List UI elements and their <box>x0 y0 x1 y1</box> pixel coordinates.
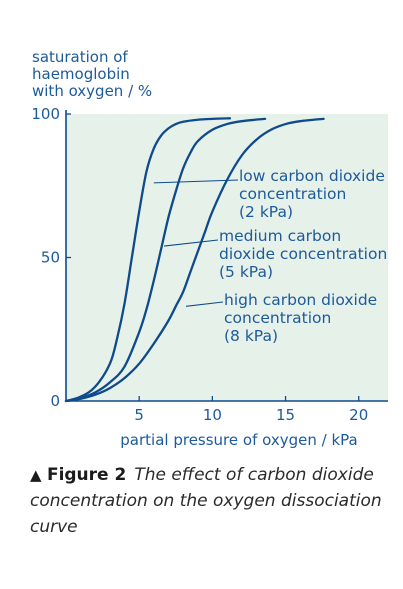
label-medium-line: medium carbon <box>219 227 341 245</box>
label-low-line: (2 kPa) <box>239 203 293 221</box>
y-axis-label-line: with oxygen / % <box>32 82 152 100</box>
figure-caption: ▲ Figure 2 The effect of carbon dioxide c… <box>30 462 390 540</box>
leader-low <box>153 179 239 184</box>
x-tick-label: 5 <box>134 406 144 424</box>
y-axis-label-line: haemoglobin <box>32 65 130 83</box>
label-high-line: (8 kPa) <box>224 327 278 345</box>
y-tick-label: 50 <box>41 249 60 267</box>
tick-labels: 5 10 15 20 0 50 100 <box>31 105 368 424</box>
label-low-line: low carbon dioxide <box>239 167 385 185</box>
label-high-line: high carbon dioxide <box>224 291 377 309</box>
triangle-icon: ▲ <box>30 466 42 484</box>
leader-lines <box>153 179 239 307</box>
curve-high <box>64 117 325 403</box>
label-medium-line: dioxide concentration <box>219 245 387 263</box>
caption-text: The effect of carbon dioxide concentrati… <box>30 465 382 537</box>
label-low-line: concentration <box>239 185 346 203</box>
x-tick-label: 20 <box>349 406 368 424</box>
leader-medium <box>164 239 219 247</box>
label-high-line: concentration <box>224 309 331 327</box>
label-medium-line: (5 kPa) <box>219 263 273 281</box>
figure-label: Figure 2 <box>46 465 127 485</box>
y-tick-label: 100 <box>31 105 60 123</box>
curve-low <box>64 117 232 403</box>
x-tick-label: 15 <box>276 406 295 424</box>
axes <box>65 110 388 402</box>
x-tick-label: 10 <box>203 406 222 424</box>
y-tick-label: 0 <box>50 392 60 410</box>
plot-background <box>66 114 388 401</box>
leader-high <box>185 301 224 307</box>
x-axis-label: partial pressure of oxygen / kPa <box>120 431 357 449</box>
curves <box>64 117 325 403</box>
y-axis-label-line: saturation of <box>32 48 128 66</box>
curve-medium <box>64 117 267 403</box>
